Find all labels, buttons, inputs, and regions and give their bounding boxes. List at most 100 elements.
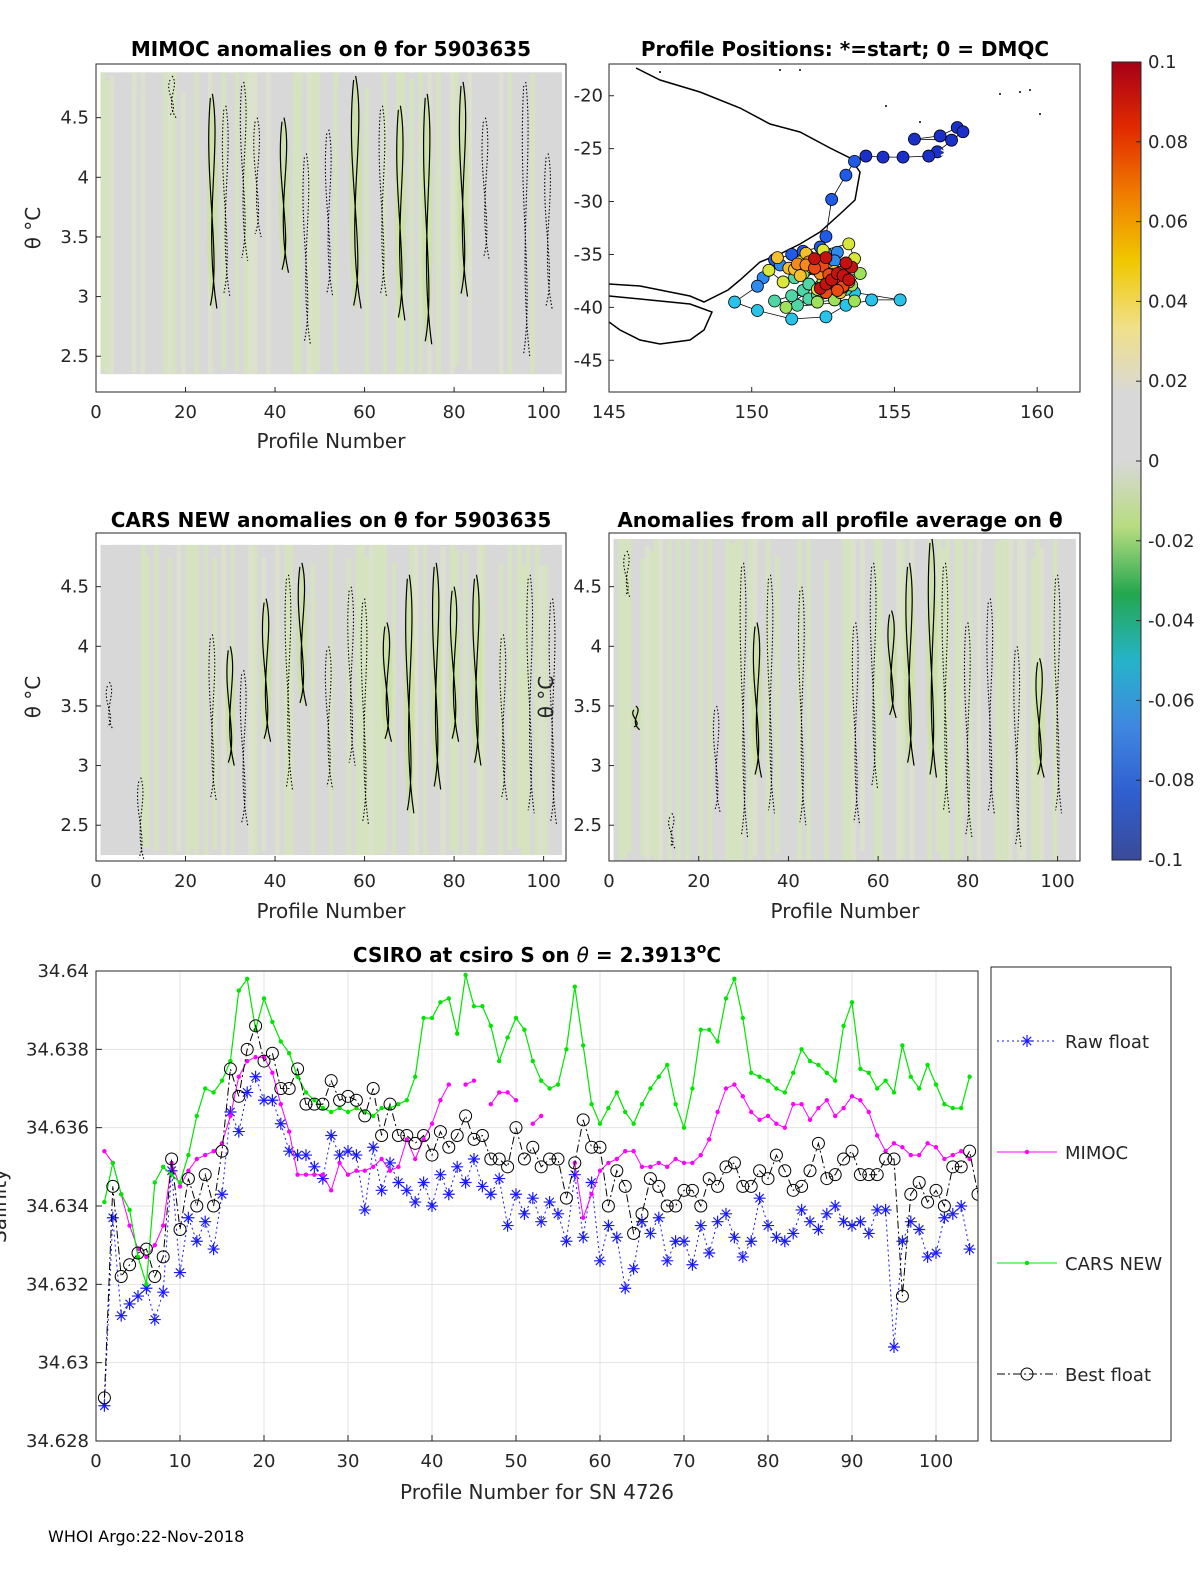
best-float-marker bbox=[870, 1168, 884, 1182]
allavg-xtick-label: 80 bbox=[956, 871, 979, 892]
allavg-field-column bbox=[918, 538, 924, 861]
profile-position-marker bbox=[922, 149, 936, 163]
best-float-marker bbox=[778, 1164, 792, 1178]
raw-float-marker bbox=[585, 1176, 598, 1189]
series-dot-marker bbox=[698, 1152, 703, 1158]
series-dot-marker bbox=[177, 1180, 183, 1185]
allavg-field-column bbox=[694, 538, 700, 861]
positions-y-ticks: -20 -25 -30 -35 -40 -45 bbox=[574, 86, 614, 371]
series-dot-marker bbox=[597, 1121, 603, 1126]
cars-field-column bbox=[198, 544, 204, 856]
colorbar-tick-label: -0.1 bbox=[1148, 850, 1183, 871]
series-dot-marker bbox=[261, 996, 267, 1001]
allavg-contour-line bbox=[623, 550, 632, 599]
best-float-marker bbox=[610, 1164, 624, 1178]
profile-position-marker bbox=[956, 125, 970, 139]
allavg-contour-line bbox=[752, 622, 763, 778]
allavg-field-column bbox=[1021, 538, 1027, 861]
series-dot-marker bbox=[203, 1086, 208, 1091]
cars-field-column bbox=[458, 544, 464, 856]
series-dot-marker bbox=[135, 1254, 141, 1260]
series-dot-marker bbox=[791, 1070, 796, 1076]
raw-float-marker bbox=[484, 1188, 497, 1201]
best-float-marker bbox=[719, 1160, 733, 1174]
best-float-marker bbox=[240, 1042, 254, 1056]
series-dot-marker bbox=[102, 1199, 107, 1205]
best-float-marker bbox=[685, 1183, 699, 1197]
series-dot-marker bbox=[379, 1156, 384, 1162]
allavg-field-column bbox=[900, 541, 906, 859]
profile-position-marker bbox=[865, 293, 879, 307]
positions-ytick-label: -25 bbox=[574, 139, 603, 160]
allavg-field-column bbox=[1030, 558, 1036, 861]
allavg-field-column bbox=[1062, 538, 1068, 861]
salinity-title-prefix: CSIRO at csiro S on bbox=[353, 943, 577, 967]
best-float-marker bbox=[173, 1223, 187, 1236]
salinity-panel: CSIRO at csiro S on θ = 2.3913oC 0 10 20 30… bbox=[0, 941, 1172, 1504]
allavg-field-column bbox=[855, 538, 861, 853]
mimoc-xlabel: Profile Number bbox=[257, 429, 407, 453]
cars-title: CARS NEW anomalies on θ for 5903635 bbox=[111, 508, 552, 532]
best-float-marker bbox=[627, 1226, 641, 1240]
allavg-field-column bbox=[617, 538, 623, 860]
positions-ytick-label: -30 bbox=[574, 192, 603, 213]
coastline bbox=[609, 67, 1041, 345]
allavg-contours bbox=[623, 538, 1063, 850]
series-dot-marker bbox=[690, 1160, 695, 1166]
raw-float-marker bbox=[350, 1149, 363, 1162]
salinity-xtick-label: 90 bbox=[841, 1451, 864, 1472]
allavg-field-column bbox=[730, 544, 736, 861]
best-float-marker bbox=[232, 1089, 246, 1103]
allavg-field-column bbox=[914, 538, 920, 861]
mimoc-field-column bbox=[306, 72, 312, 375]
cars-field-column bbox=[252, 544, 258, 854]
profile-position-marker bbox=[768, 294, 781, 308]
raw-float-marker bbox=[140, 1282, 153, 1295]
mimoc-xtick-label: 40 bbox=[264, 402, 287, 423]
cars-field-column bbox=[440, 546, 446, 856]
raw-float-marker bbox=[182, 1211, 195, 1224]
best-float-marker bbox=[190, 1199, 204, 1213]
mimoc-field-column bbox=[100, 72, 106, 371]
best-float-marker bbox=[811, 1136, 825, 1150]
cars-field-column bbox=[145, 555, 151, 848]
mimoc-field-column bbox=[391, 72, 397, 375]
series-dot-marker bbox=[597, 1168, 603, 1173]
raw-float-marker bbox=[778, 1235, 791, 1248]
best-float-marker bbox=[341, 1089, 355, 1103]
mimoc-field-column bbox=[472, 72, 477, 375]
start-marker: * bbox=[940, 143, 952, 171]
best-float-marker bbox=[559, 1191, 573, 1205]
mimoc-contour-line bbox=[350, 75, 362, 309]
allavg-field-column bbox=[792, 538, 798, 861]
raw-float-marker bbox=[132, 1290, 144, 1303]
series-dot-marker bbox=[228, 1113, 233, 1119]
profile-position-marker bbox=[896, 150, 910, 164]
series-dot-marker bbox=[354, 1105, 359, 1111]
series-dot-marker bbox=[320, 1172, 325, 1177]
best-float-marker bbox=[845, 1144, 859, 1158]
allavg-field-column bbox=[658, 538, 664, 861]
series-dot-marker bbox=[320, 1105, 325, 1111]
mimoc-field-column bbox=[266, 72, 272, 375]
series-dot-marker bbox=[749, 1109, 754, 1115]
series-dot-marker bbox=[530, 1058, 535, 1064]
mimoc-ytick-label: 3 bbox=[78, 287, 89, 308]
series-dot-marker bbox=[665, 1164, 670, 1170]
best-float-marker bbox=[761, 1172, 775, 1186]
cars-field-column bbox=[248, 544, 254, 856]
series-dot-marker bbox=[841, 1023, 846, 1029]
series-dot-marker bbox=[446, 1082, 451, 1087]
raw-float-marker bbox=[661, 1254, 674, 1267]
allavg-field-column bbox=[635, 538, 641, 860]
allavg-contour-line bbox=[712, 705, 721, 814]
island-dot bbox=[1029, 89, 1031, 91]
mimoc-field-column bbox=[221, 72, 227, 370]
profile-position-marker bbox=[842, 273, 856, 287]
mimoc-contour-line bbox=[521, 81, 531, 357]
raw-float-marker bbox=[392, 1176, 405, 1189]
best-float-marker bbox=[198, 1168, 212, 1182]
best-float-marker bbox=[316, 1097, 330, 1111]
best-float-marker bbox=[786, 1183, 800, 1197]
best-float-marker bbox=[727, 1156, 741, 1170]
